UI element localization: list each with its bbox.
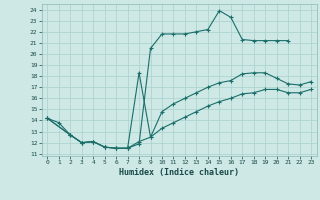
- X-axis label: Humidex (Indice chaleur): Humidex (Indice chaleur): [119, 168, 239, 177]
